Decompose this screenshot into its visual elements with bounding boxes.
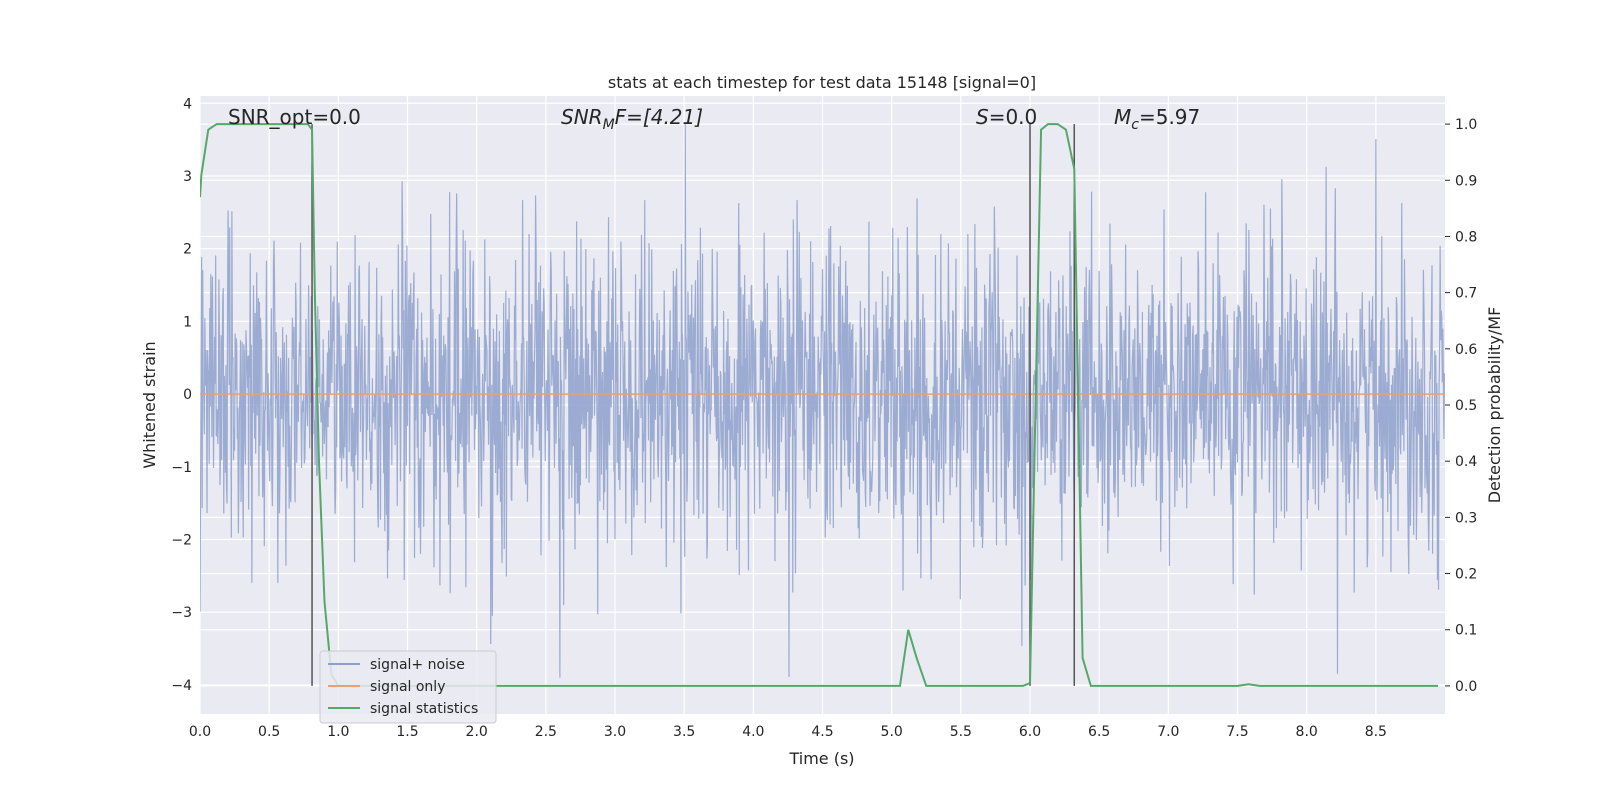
x-tick-label: 0.0	[189, 724, 211, 740]
y-tick-label-right: 0.6	[1455, 342, 1477, 358]
legend-box	[319, 650, 497, 724]
x-tick-label: 0.5	[258, 724, 280, 740]
x-tick-label: 3.5	[673, 724, 695, 740]
x-tick-label: 5.5	[950, 724, 972, 740]
x-tick-label: 8.5	[1365, 724, 1387, 740]
x-tick-label: 7.5	[1226, 724, 1248, 740]
y-tick-label-right: 0.4	[1455, 454, 1477, 470]
x-tick-label: 2.0	[466, 724, 488, 740]
y-tick-label-left: −3	[171, 605, 192, 621]
series-signal-noise	[200, 124, 1445, 678]
y-tick-label-right: 1.0	[1455, 117, 1477, 133]
y-tick-label-left: 1	[183, 314, 192, 330]
y-axis-left-ticks: 4 3 2 1 0 −1 −2 −3 −4	[171, 96, 192, 694]
series-line-signal-statistics	[200, 123, 1439, 687]
annotation-snr-opt: SNR_opt=0.0	[228, 105, 361, 129]
y-tick-label-left: −1	[171, 460, 192, 476]
y-tick-label-right: 0.9	[1455, 173, 1477, 189]
y-tick-label-right: 0.2	[1455, 567, 1477, 583]
chart-title: stats at each timestep for test data 151…	[608, 73, 1036, 92]
legend-label-signal-only: signal only	[370, 679, 445, 695]
plot-area	[200, 123, 1445, 687]
annotation-snr-mf: SNRMF=[4.21]	[561, 105, 703, 133]
y-tick-label-right: 0.0	[1455, 679, 1477, 695]
y-axis-right-ticks: 1.0 0.9 0.8 0.7 0.6 0.5 0.4 0.3 0.2 0.1 0.0	[1445, 117, 1477, 695]
legend-label-signal-noise: signal+ noise	[370, 657, 465, 673]
x-tick-label: 2.5	[535, 724, 557, 740]
annotation-s: S=0.0	[976, 105, 1037, 129]
x-tick-label: 4.5	[811, 724, 833, 740]
x-tick-label: 8.0	[1296, 724, 1318, 740]
y-tick-label-left: −2	[171, 533, 192, 549]
x-tick-label: 1.0	[327, 724, 349, 740]
y-tick-label-right: 0.7	[1455, 286, 1477, 302]
x-axis-ticks: 0.0 0.5 1.0 1.5 2.0 2.5 3.0 3.5 4.0 4.5 5.0 5.5 6.0 6…	[189, 724, 1387, 740]
x-tick-label: 6.5	[1088, 724, 1110, 740]
series-signal-statistics	[200, 123, 1439, 687]
y-axis-left-label: Whitened strain	[140, 341, 159, 468]
y-tick-label-left: 3	[183, 169, 192, 185]
x-tick-label: 3.0	[604, 724, 626, 740]
y-axis-right-label: Detection probability/MF	[1485, 307, 1504, 504]
legend: signal+ noise signal only signal statist…	[319, 650, 497, 724]
series-line-signal-noise	[200, 124, 1445, 678]
x-tick-label: 5.0	[881, 724, 903, 740]
y-tick-label-left: 4	[183, 96, 192, 112]
x-tick-label: 4.0	[742, 724, 764, 740]
x-axis-label: Time (s)	[788, 749, 854, 768]
y-tick-label-left: 0	[183, 387, 192, 403]
x-tick-label: 7.0	[1157, 724, 1179, 740]
x-tick-label: 1.5	[396, 724, 418, 740]
annotation-mc: Mc=5.97	[1114, 105, 1200, 133]
y-tick-label-right: 0.3	[1455, 510, 1477, 526]
x-tick-label: 6.0	[1019, 724, 1041, 740]
y-tick-label-right: 0.5	[1455, 398, 1477, 414]
y-tick-label-left: −4	[171, 678, 192, 694]
y-tick-label-left: 2	[183, 242, 192, 258]
y-tick-label-right: 0.1	[1455, 623, 1477, 639]
y-tick-label-right: 0.8	[1455, 229, 1477, 245]
legend-label-signal-statistics: signal statistics	[370, 701, 478, 717]
